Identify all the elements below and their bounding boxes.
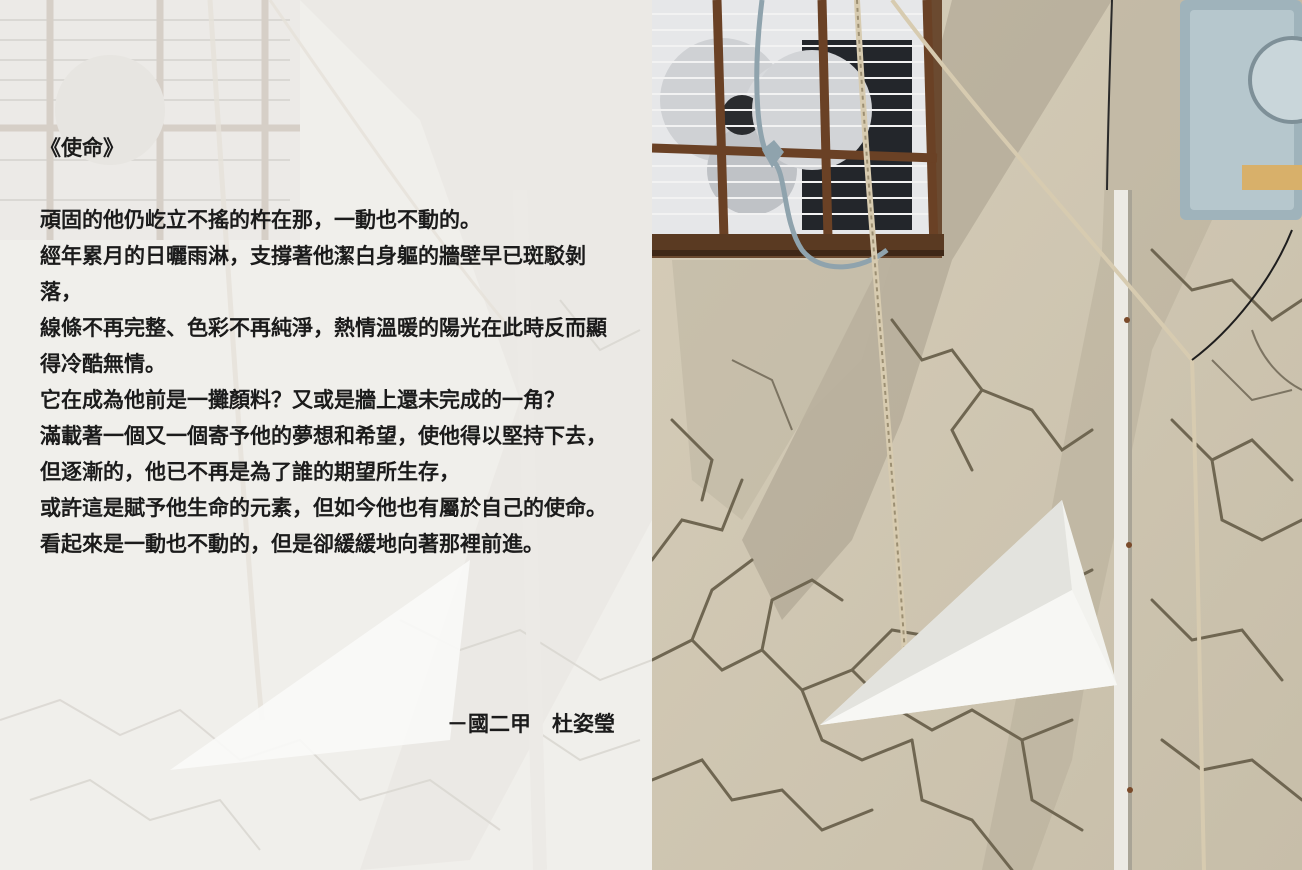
faded-paper-plane <box>170 560 470 770</box>
faded-window-grille <box>0 0 300 240</box>
wall-shadow <box>742 0 1112 620</box>
poem-line: 或許這是賦予他生命的元素，但如今他也有屬於自己的使命。 <box>40 496 607 520</box>
poem-line: 看起來是一動也不動的，但是卻緩緩地向著那裡前進。 <box>40 532 544 556</box>
wall-cracks <box>652 248 1302 870</box>
paper-plane <box>820 500 1117 725</box>
wall-photo-panel <box>652 0 1302 870</box>
poem-body: 《使命》 頑固的他仍屹立不搖的杵在那，一動也不動的。 經年累月的日曬雨淋，支撐著… <box>40 130 615 562</box>
poem-line: 經年累月的日曬雨淋，支撐著他潔白身軀的牆壁早已斑駁剝落， <box>40 244 586 304</box>
poem-title: 《使命》 <box>40 136 124 160</box>
poem-line: 但逐漸的，他已不再是為了誰的期望所生存， <box>40 460 460 484</box>
window <box>652 0 944 258</box>
poem-author: －國二甲 杜姿瑩 <box>447 712 615 736</box>
poem-line: 線條不再完整、色彩不再純淨，熱情溫暖的陽光在此時反而顯得冷酷無情。 <box>40 316 607 376</box>
conduit <box>1114 190 1130 870</box>
poem-line: 頑固的他仍屹立不搖的杵在那，一動也不動的。 <box>40 208 481 232</box>
hose <box>754 0 889 270</box>
wall-photo <box>652 0 1302 870</box>
faded-wall-photo <box>0 0 652 870</box>
poem-panel: 《使命》 頑固的他仍屹立不搖的杵在那，一動也不動的。 經年累月的日曬雨淋，支撐著… <box>0 0 652 870</box>
electric-meter <box>1180 0 1302 220</box>
poem-line: 滿載著一個又一個寄予他的夢想和希望，使他得以堅持下去， <box>40 424 607 448</box>
poem-line: 它在成為他前是一攤顏料？又或是牆上還未完成的一角？ <box>40 388 565 412</box>
